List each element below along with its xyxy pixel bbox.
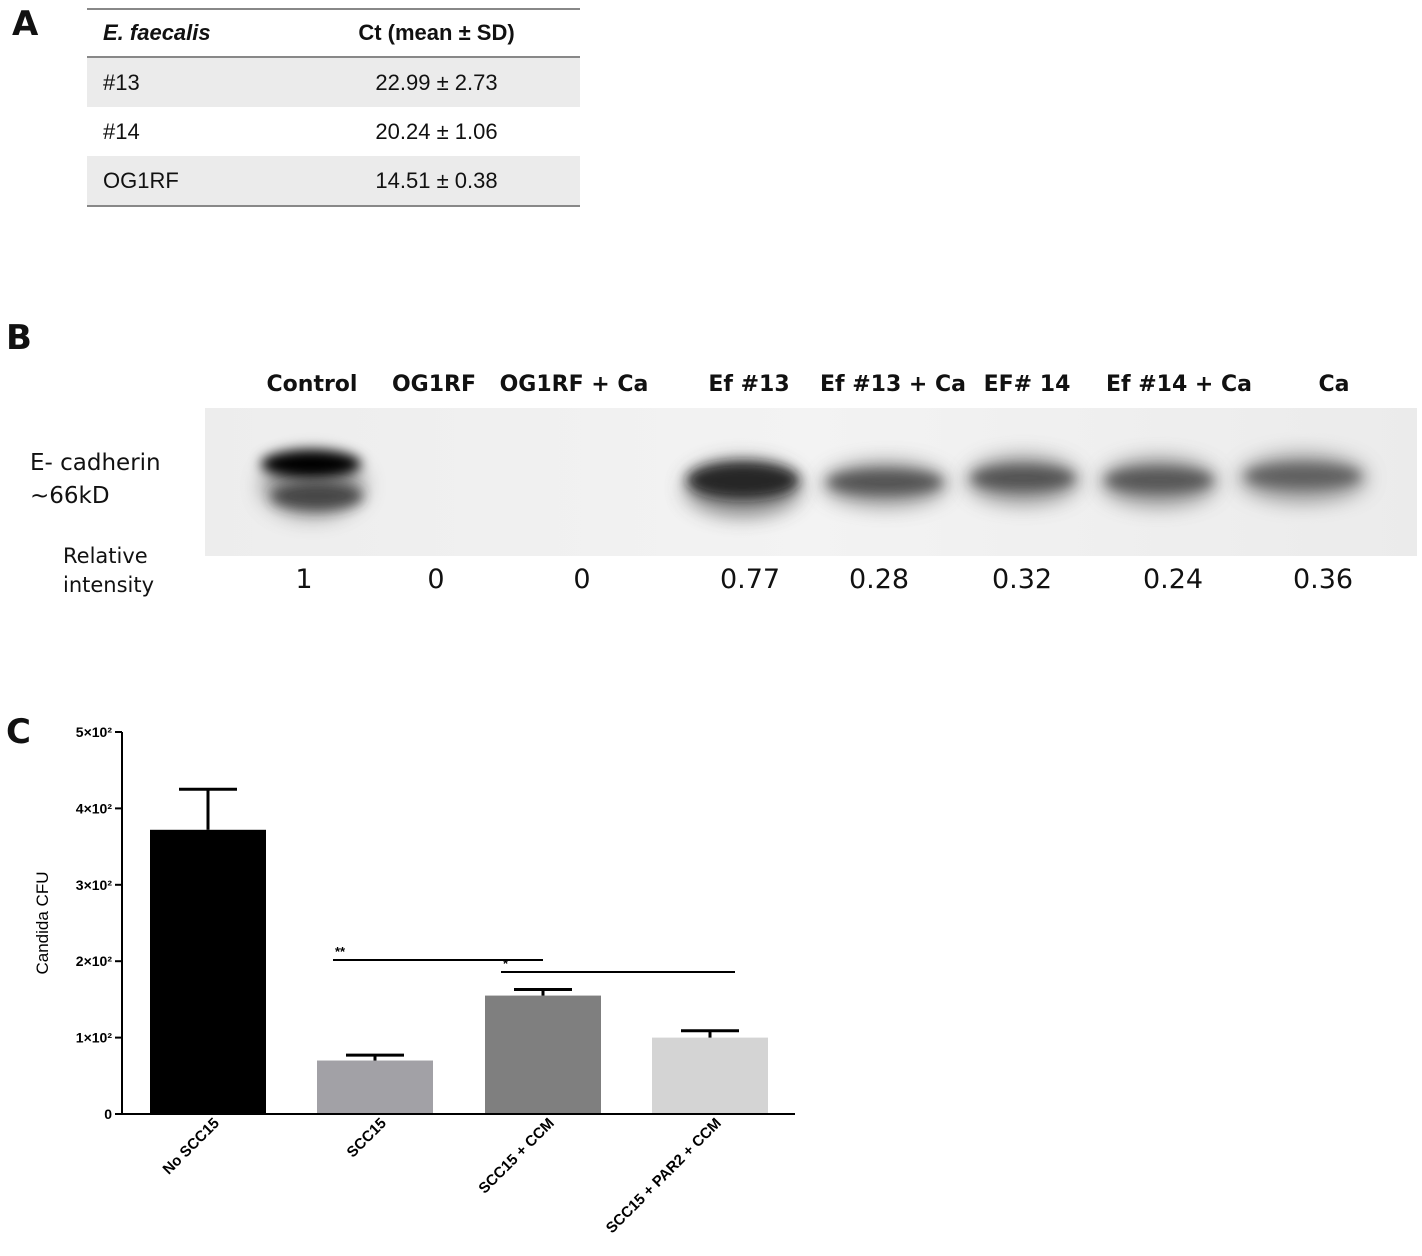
bar — [652, 1037, 768, 1114]
lane-label-ef13: Ef #13 — [708, 372, 790, 397]
y-tick-label: 1×10² — [76, 1030, 113, 1046]
lane-label-control: Control — [266, 372, 358, 397]
y-axis-title: Candida CFU — [33, 872, 52, 975]
bar — [485, 995, 601, 1114]
y-tick-label: 5×10² — [76, 724, 113, 740]
bar — [317, 1060, 433, 1114]
lane-label-ca: Ca — [1318, 372, 1350, 397]
y-tick-label: 0 — [104, 1106, 112, 1122]
ct-cell: 14.51 ± 0.38 — [293, 156, 580, 207]
relative-intensity-ef14-ca: 0.24 — [1142, 564, 1204, 595]
table-row: OG1RF 14.51 ± 0.38 — [87, 156, 580, 207]
panel-label-a: A — [12, 4, 39, 44]
relative-intensity-ca: 0.36 — [1292, 564, 1354, 595]
lane-label-ef14: EF# 14 — [983, 372, 1071, 397]
significance-label: * — [503, 956, 509, 971]
relative-intensity-label-line1: Relative — [63, 544, 148, 568]
table-row: #13 22.99 ± 2.73 — [87, 57, 580, 107]
x-tick-label: SCC15 — [344, 1115, 390, 1161]
relative-intensity-ef14: 0.32 — [991, 564, 1053, 595]
lane-label-og1rf-ca: OG1RF + Ca — [499, 372, 649, 397]
relative-intensity-ef13: 0.77 — [719, 564, 781, 595]
lane-band-ef13-ca — [823, 462, 947, 506]
lane-band-ef14-ca — [1101, 458, 1217, 506]
lane-band-ca — [1239, 454, 1367, 502]
x-tick-label: SCC15 + PAR2 + CCM — [603, 1115, 725, 1237]
ct-cell: 22.99 ± 2.73 — [293, 57, 580, 107]
relative-intensity-ef13-ca: 0.28 — [848, 564, 910, 595]
header-ct: Ct (mean ± SD) — [293, 8, 580, 58]
lane-band-control — [261, 450, 365, 518]
lane-label-ef13-ca: Ef #13 + Ca — [819, 372, 967, 397]
error-bars — [179, 787, 739, 1061]
protein-label: E- cadherin — [30, 450, 161, 476]
significance-label: ** — [335, 944, 346, 959]
lane-label-og1rf: OG1RF — [391, 372, 477, 397]
strain-cell: #14 — [103, 118, 140, 144]
y-tick-label: 2×10² — [76, 953, 113, 969]
table-row: #14 20.24 ± 1.06 — [87, 107, 580, 156]
y-axis-ticks: 0 1×10² 2×10² 3×10² 4×10² 5×10² — [76, 724, 122, 1122]
y-tick-label: 4×10² — [76, 800, 113, 816]
relative-intensity-og1rf-ca: 0 — [573, 564, 591, 595]
bar — [150, 829, 266, 1114]
panel-label-b: B — [6, 318, 32, 358]
strain-cell: #13 — [87, 57, 293, 107]
lane-band-ef13 — [685, 460, 801, 516]
table-header-row: E. faecalis Ct (mean ± SD) — [87, 8, 580, 58]
size-label: ~66kD — [30, 483, 110, 509]
lane-band-ef14 — [967, 456, 1079, 504]
x-tick-label: No SCC15 — [160, 1115, 223, 1178]
panel-label-c: C — [6, 712, 31, 752]
x-axis-labels: No SCC15 SCC15 SCC15 + CCM SCC15 + PAR2 + C… — [160, 1115, 725, 1237]
ct-cell: 20.24 ± 1.06 — [375, 118, 498, 144]
ct-table: E. faecalis Ct (mean ± SD) #13 22.99 ± 2… — [87, 8, 580, 207]
western-blot-image — [205, 408, 1417, 556]
x-tick-label: SCC15 + CCM — [475, 1115, 557, 1197]
header-strain: E. faecalis — [87, 8, 293, 58]
lane-label-ef14-ca: Ef #14 + Ca — [1105, 372, 1253, 397]
relative-intensity-og1rf: 0 — [427, 564, 445, 595]
relative-intensity-control: 1 — [295, 564, 313, 595]
y-tick-label: 3×10² — [76, 877, 113, 893]
bars — [150, 829, 768, 1114]
strain-cell: OG1RF — [87, 156, 293, 207]
relative-intensity-label-line2: intensity — [63, 573, 155, 597]
significance-markers: *** — [333, 944, 735, 973]
